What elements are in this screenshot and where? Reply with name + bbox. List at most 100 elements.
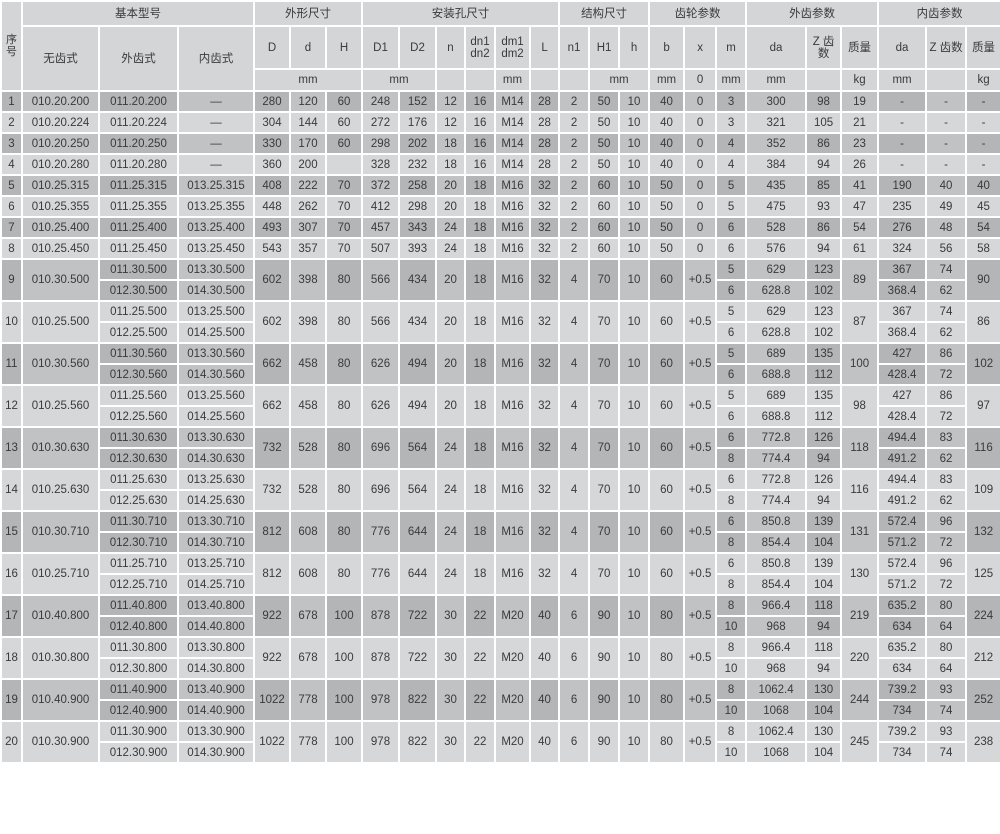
cell-l: 28 xyxy=(528,153,561,176)
cell-int: 013.25.710 xyxy=(177,552,255,575)
cell-n1: 2 xyxy=(558,90,591,113)
cell-d: 448 xyxy=(253,195,291,218)
cell-ext: 012.25.630 xyxy=(98,489,179,512)
cell-dn: 18 xyxy=(464,237,496,260)
cell-ez: 104 xyxy=(805,531,843,554)
cell-iz: 93 xyxy=(925,678,968,701)
cell-ext: 011.25.630 xyxy=(98,468,179,491)
cell-d: 812 xyxy=(253,552,291,596)
cell-l: 40 xyxy=(528,636,561,680)
cell-ida: 494.4 xyxy=(877,468,928,491)
cell-dn: 22 xyxy=(464,636,496,680)
header-b: b xyxy=(648,25,686,70)
cell-ez: 123 xyxy=(805,300,843,323)
cell-x: +0.5 xyxy=(683,384,718,428)
cell-emass: 219 xyxy=(840,594,880,638)
cell-int: 013.30.800 xyxy=(177,636,255,659)
cell-plain: 010.30.630 xyxy=(21,426,100,470)
cell-m: 6 xyxy=(715,468,748,491)
cell-h: 100 xyxy=(325,678,363,722)
header-group-mounting-holes: 安装孔尺寸 xyxy=(360,0,561,27)
cell-b: 60 xyxy=(648,552,686,596)
cell-iz: 96 xyxy=(925,510,968,533)
cell-ida: 367 xyxy=(877,258,928,281)
cell-d: 222 xyxy=(289,174,327,197)
header-group-structure-dims: 结构尺寸 xyxy=(558,0,651,27)
cell-d: 330 xyxy=(253,132,291,155)
cell-d: 1022 xyxy=(253,720,291,764)
cell-n: 20 xyxy=(435,342,466,386)
cell-n1: 2 xyxy=(558,195,591,218)
cell-h: 10 xyxy=(618,468,651,512)
cell-plain: 010.25.500 xyxy=(21,300,100,344)
cell-no: 19 xyxy=(0,678,23,722)
cell-d: 144 xyxy=(289,111,327,134)
cell-imass: 45 xyxy=(965,195,1000,218)
unit-L xyxy=(528,68,561,92)
cell-h: 70 xyxy=(325,195,363,218)
cell-m: 5 xyxy=(715,258,748,281)
header-int-da: da xyxy=(877,25,928,70)
cell-iz: - xyxy=(925,153,968,176)
header-ext-mass: 质量 xyxy=(840,25,880,70)
cell-no: 11 xyxy=(0,342,23,386)
cell-iz: 74 xyxy=(925,699,968,722)
cell-h: 100 xyxy=(325,636,363,680)
cell-ext: 011.40.900 xyxy=(98,678,179,701)
cell-ez: 94 xyxy=(805,657,843,680)
cell-dm: M16 xyxy=(494,195,531,218)
cell-n: 20 xyxy=(435,195,466,218)
cell-eda: 688.8 xyxy=(745,363,808,386)
cell-l: 40 xyxy=(528,720,561,764)
cell-int: 014.40.900 xyxy=(177,699,255,722)
cell-ez: 105 xyxy=(805,111,843,134)
table-row-part: 012.30.710 014.30.710 8 854.4 104 571.2 72 xyxy=(1,531,1000,554)
cell-h1: 60 xyxy=(588,237,621,260)
cell-m: 5 xyxy=(715,342,748,365)
header-group-external-gear: 外齿参数 xyxy=(745,0,880,27)
cell-d2: 393 xyxy=(398,237,437,260)
cell-d: 120 xyxy=(289,90,327,113)
table-row-part: 14 010.25.630 011.25.630 013.25.630 732 528 80… xyxy=(0,468,1000,512)
cell-ez: 102 xyxy=(805,279,843,302)
unit-b: mm xyxy=(648,68,686,92)
cell-m: 6 xyxy=(715,321,748,344)
cell-h: 10 xyxy=(618,636,651,680)
cell-eda: 850.8 xyxy=(745,510,808,533)
cell-x: +0.5 xyxy=(683,300,718,344)
cell-d: 398 xyxy=(289,300,327,344)
cell-x: 0 xyxy=(683,132,718,155)
cell-n1: 2 xyxy=(558,111,591,134)
cell-n: 30 xyxy=(435,678,466,722)
cell-l: 32 xyxy=(528,426,561,470)
cell-iz: 93 xyxy=(925,720,968,743)
cell-d: 304 xyxy=(253,111,291,134)
cell-ida: - xyxy=(877,153,928,176)
cell-b: 40 xyxy=(648,132,686,155)
cell-iz: 72 xyxy=(925,405,968,428)
cell-iz: 80 xyxy=(925,636,968,659)
cell-eda: 321 xyxy=(745,111,808,134)
unit-n1 xyxy=(558,68,591,92)
cell-imass: 125 xyxy=(965,552,1000,596)
cell-h: 10 xyxy=(618,384,651,428)
cell-d1: 878 xyxy=(361,636,400,680)
cell-d1: 696 xyxy=(361,468,400,512)
cell-d2: 722 xyxy=(398,594,437,638)
header-D1: D1 xyxy=(361,25,400,70)
cell-ida: 739.2 xyxy=(877,678,928,701)
cell-ext: 012.30.800 xyxy=(98,657,179,680)
cell-l: 32 xyxy=(528,237,561,260)
cell-ext: 011.30.560 xyxy=(98,342,179,365)
cell-h1: 70 xyxy=(588,258,621,302)
cell-h1: 50 xyxy=(588,90,621,113)
cell-n1: 4 xyxy=(558,384,591,428)
cell-h xyxy=(325,153,363,176)
cell-plain: 010.25.710 xyxy=(21,552,100,596)
cell-d1: 978 xyxy=(361,720,400,764)
cell-ida: - xyxy=(877,111,928,134)
cell-d1: 566 xyxy=(361,258,400,302)
cell-n: 12 xyxy=(435,111,466,134)
cell-h: 10 xyxy=(618,174,651,197)
cell-h: 10 xyxy=(618,552,651,596)
